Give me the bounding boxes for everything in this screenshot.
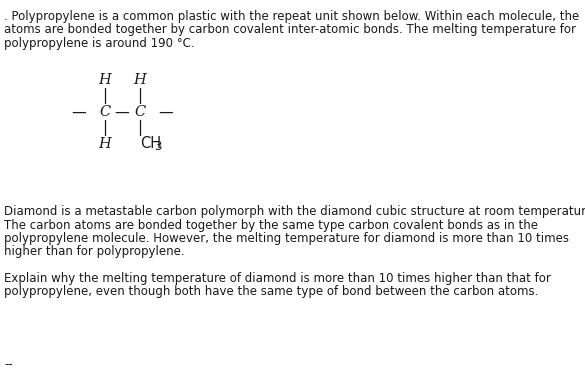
Text: —: — — [71, 105, 87, 120]
Text: H: H — [99, 73, 111, 87]
Text: atoms are bonded together by carbon covalent inter-atomic bonds. The melting tem: atoms are bonded together by carbon cova… — [4, 24, 576, 37]
Text: H: H — [99, 137, 111, 151]
Text: The carbon atoms are bonded together by the same type carbon covalent bonds as i: The carbon atoms are bonded together by … — [4, 219, 538, 231]
Text: polypropylene is around 190 °C.: polypropylene is around 190 °C. — [4, 37, 195, 50]
Text: --: -- — [4, 358, 13, 371]
Text: |: | — [137, 120, 143, 136]
Text: C: C — [99, 105, 111, 119]
Text: —: — — [115, 105, 129, 120]
Text: |: | — [102, 88, 108, 104]
Text: |: | — [102, 120, 108, 136]
Text: higher than for polypropylene.: higher than for polypropylene. — [4, 246, 185, 259]
Text: polypropylene molecule. However, the melting temperature for diamond is more tha: polypropylene molecule. However, the mel… — [4, 232, 569, 245]
Text: |: | — [137, 88, 143, 104]
Text: H: H — [133, 73, 146, 87]
Text: polypropylene, even though both have the same type of bond between the carbon at: polypropylene, even though both have the… — [4, 285, 538, 298]
Text: CH: CH — [140, 136, 161, 152]
Text: Diamond is a metastable carbon polymorph with the diamond cubic structure at roo: Diamond is a metastable carbon polymorph… — [4, 205, 585, 218]
Text: 3: 3 — [154, 139, 161, 152]
Text: Explain why the melting temperature of diamond is more than 10 times higher than: Explain why the melting temperature of d… — [4, 272, 551, 285]
Text: —: — — [159, 105, 173, 120]
Text: . Polypropylene is a common plastic with the repeat unit shown below. Within eac: . Polypropylene is a common plastic with… — [4, 10, 579, 23]
Text: C: C — [135, 105, 146, 119]
